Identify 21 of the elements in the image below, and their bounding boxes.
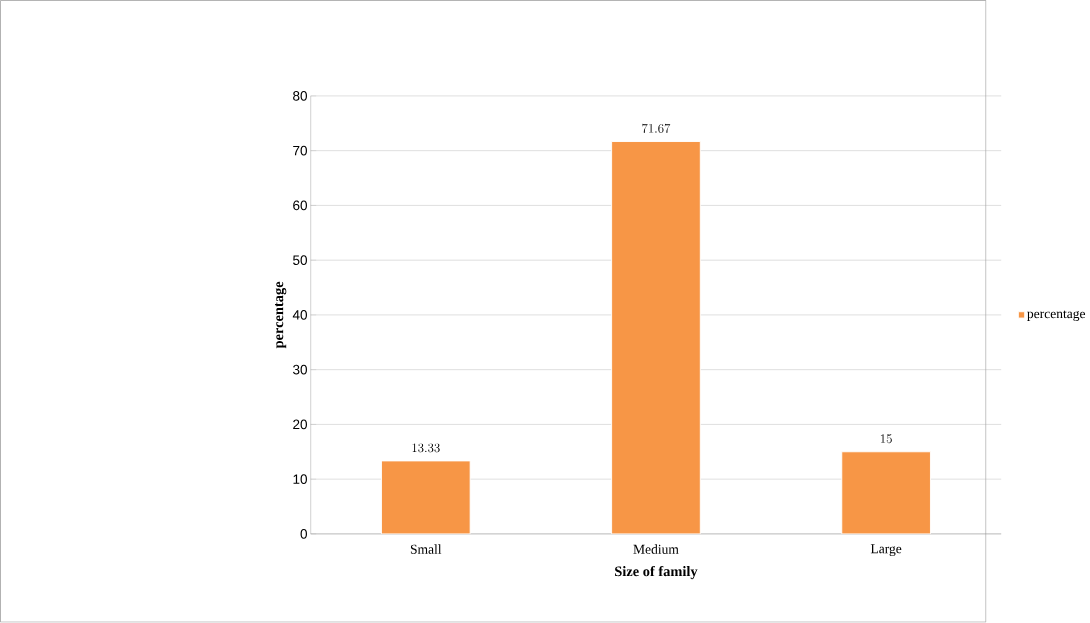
data-label: 15 (880, 434, 892, 444)
y-tick-label: 40 (292, 310, 307, 320)
x-tick-label: Medium (633, 544, 679, 555)
bar (611, 141, 701, 535)
y-tick-label: 50 (293, 255, 307, 266)
y-tick-label: 10 (293, 474, 307, 485)
y-axis-title: percentage (275, 281, 287, 349)
data-label: 71 .67 (642, 124, 671, 134)
x-tick-label: Large (870, 544, 902, 557)
x-axis-title: Size of family (615, 566, 698, 580)
y-tick-label: 0 (300, 529, 307, 539)
x-tick-label: Small (410, 544, 442, 555)
y-tick-label: 30 (293, 365, 307, 375)
y-tick-label: 70 (293, 146, 307, 156)
legend-label: percentage (1027, 310, 1086, 322)
y-tick-label: 80 (293, 91, 307, 101)
data-label: 13.33 (412, 443, 440, 453)
y-tick-label: 20 (293, 419, 307, 430)
bar (381, 460, 471, 535)
y-tick-label: 60 (293, 200, 307, 211)
bar (841, 451, 931, 535)
